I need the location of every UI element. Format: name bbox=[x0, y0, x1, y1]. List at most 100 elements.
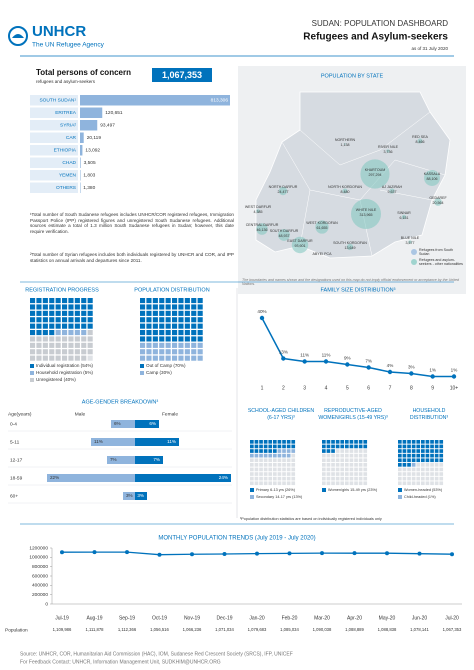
waffle-cell bbox=[277, 444, 282, 449]
legend-swatch bbox=[140, 371, 144, 375]
waffle-cell bbox=[425, 444, 430, 449]
waffle-cell bbox=[197, 330, 203, 336]
waffle-cell-empty bbox=[286, 458, 291, 463]
category-box bbox=[30, 182, 78, 193]
waffle-cell-empty bbox=[263, 481, 268, 486]
waffle-cell-empty bbox=[434, 476, 439, 481]
waffle-cell bbox=[172, 336, 178, 342]
waffle-cell-empty bbox=[345, 449, 349, 453]
waffle-cell-empty bbox=[407, 481, 411, 486]
waffle-cell-empty bbox=[363, 472, 368, 476]
waffle-cell-empty bbox=[259, 481, 263, 486]
waffle-cell bbox=[140, 349, 146, 355]
y-tick-label: 1000000 bbox=[29, 555, 48, 561]
waffle-cell-empty bbox=[268, 458, 273, 463]
waffle-cell bbox=[152, 317, 158, 323]
state-value: 9,637 bbox=[388, 190, 397, 194]
waffle-cell bbox=[425, 449, 430, 453]
x-tick-label: Nov-19 bbox=[184, 615, 200, 621]
waffle-cell-empty bbox=[363, 481, 368, 486]
bar bbox=[135, 492, 147, 500]
legend-swatch bbox=[30, 378, 34, 382]
waffle-cell-empty bbox=[331, 458, 335, 463]
waffle-cell bbox=[55, 336, 61, 342]
waffle-cell bbox=[55, 330, 61, 336]
point bbox=[287, 551, 292, 556]
waffle-cell bbox=[398, 440, 402, 444]
waffle-cell bbox=[49, 330, 55, 336]
waffle-cell bbox=[165, 330, 171, 336]
waffle-cell-empty bbox=[407, 476, 411, 481]
waffle-cell bbox=[62, 336, 68, 342]
waffle-cell bbox=[197, 323, 203, 329]
waffle-cell-empty bbox=[326, 481, 331, 486]
waffle-cell bbox=[291, 440, 296, 444]
waffle-cell bbox=[74, 323, 80, 329]
waffle-cell-empty bbox=[439, 476, 444, 481]
waffle-cell-empty bbox=[259, 476, 263, 481]
total-box bbox=[152, 68, 212, 82]
state-value: 13,649 bbox=[345, 246, 356, 250]
waffle-cell bbox=[42, 336, 48, 342]
waffle-cell bbox=[291, 444, 296, 449]
waffle-cell-empty bbox=[331, 453, 335, 458]
chart-title: FAMILY SIZE DISTRIBUTION³ bbox=[321, 287, 396, 293]
waffle-cell bbox=[68, 355, 74, 361]
waffle-cell bbox=[159, 342, 165, 348]
category-label: ETHIOPIA bbox=[54, 148, 77, 154]
waffle-cell bbox=[277, 449, 282, 453]
category-label: OTHERS bbox=[56, 185, 76, 191]
waffle-cell bbox=[36, 336, 42, 342]
waffle-cell bbox=[87, 342, 93, 348]
waffle-cell-empty bbox=[340, 449, 345, 453]
waffle-cell bbox=[178, 349, 184, 355]
state-value: 297,294 bbox=[369, 173, 382, 177]
waffle-cell bbox=[331, 444, 335, 449]
waffle-cell bbox=[74, 317, 80, 323]
point bbox=[352, 551, 357, 556]
y-tick-label: 400000 bbox=[32, 583, 48, 589]
waffle-cell bbox=[411, 444, 416, 449]
waffle-cell bbox=[197, 336, 203, 342]
waffle-cell bbox=[42, 349, 48, 355]
waffle-cell bbox=[140, 323, 146, 329]
waffle-cell bbox=[340, 444, 345, 449]
waffle-cell bbox=[42, 298, 48, 304]
series-label: Female bbox=[162, 411, 178, 417]
waffle-cell-empty bbox=[402, 472, 407, 476]
waffle-cell-empty bbox=[291, 463, 296, 467]
waffle-cell bbox=[331, 440, 335, 444]
point bbox=[430, 374, 435, 379]
value-label: 4% bbox=[387, 363, 394, 368]
waffle-cell bbox=[140, 336, 146, 342]
waffle-cell-empty bbox=[349, 481, 354, 486]
waffle-cell bbox=[165, 342, 171, 348]
value-label: 1,071,034 bbox=[215, 627, 234, 632]
waffle-cell-empty bbox=[277, 481, 282, 486]
waffle-cell-empty bbox=[363, 458, 368, 463]
waffle-cell-empty bbox=[349, 458, 354, 463]
waffle-cell bbox=[184, 330, 190, 336]
waffle-cell-empty bbox=[273, 458, 277, 463]
state-name: ABYEI PCA bbox=[313, 252, 333, 256]
waffle-cell bbox=[165, 323, 171, 329]
state-bubble bbox=[389, 188, 395, 194]
waffle-cell-empty bbox=[259, 467, 263, 472]
waffle-cell bbox=[42, 323, 48, 329]
waffle-cell-empty bbox=[345, 476, 349, 481]
waffle-cell bbox=[55, 298, 61, 304]
waffle-cell bbox=[68, 310, 74, 316]
waffle-cell bbox=[416, 453, 421, 458]
waffle-cell bbox=[282, 444, 286, 449]
state-name: WHITE NILE bbox=[356, 208, 377, 212]
waffle-cell bbox=[152, 355, 158, 361]
waffle-cell-empty bbox=[345, 481, 349, 486]
waffle-cell-empty bbox=[416, 476, 421, 481]
waffle-cell bbox=[68, 298, 74, 304]
waffle-cell-empty bbox=[398, 481, 402, 486]
value-label: 3% bbox=[126, 493, 133, 498]
waffle-cell-empty bbox=[349, 472, 354, 476]
point bbox=[417, 551, 422, 556]
waffle-cell bbox=[254, 440, 259, 444]
state-name: KHARTOUM bbox=[365, 168, 385, 172]
